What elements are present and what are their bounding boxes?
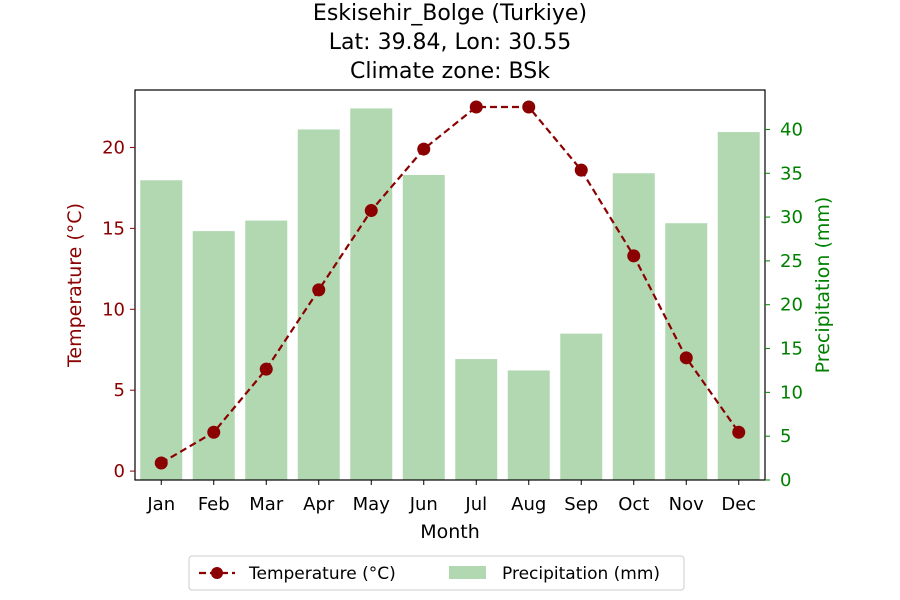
legend-temperature-marker: [211, 567, 223, 579]
temperature-point-apr: [312, 283, 326, 297]
y-axis-right-label: Precipitation (mm): [812, 197, 834, 374]
temperature-line: [154, 100, 746, 470]
precipitation-bar-dec: [717, 132, 760, 480]
temperature-point-jul: [469, 100, 483, 114]
y-right-tick-label: 20: [780, 295, 803, 316]
precipitation-bar-sep: [560, 333, 603, 480]
y-right-tick-label: 25: [780, 251, 803, 272]
temperature-point-aug: [522, 100, 536, 114]
temperature-point-sep: [574, 163, 588, 177]
x-tick-label: May: [353, 494, 391, 515]
temperature-point-feb: [207, 425, 221, 439]
precipitation-bar-aug: [507, 370, 550, 480]
y-left-tick-label: 10: [102, 299, 125, 320]
temperature-point-nov: [679, 351, 693, 365]
temperature-point-oct: [627, 249, 641, 263]
title-line-3: Climate zone: BSk: [350, 59, 550, 84]
precipitation-bar-jul: [455, 359, 498, 480]
y-right-tick-label: 30: [780, 207, 803, 228]
x-axis-label: Month: [420, 521, 480, 543]
title-line-1: Eskisehir_Bolge (Turkiye): [313, 1, 587, 26]
y-left-tick-label: 15: [102, 218, 125, 239]
temperature-point-jan: [154, 456, 168, 470]
y-axis-right: 0 5 10 15 20 25 30 35 40: [765, 119, 803, 491]
x-tick-label: Jan: [146, 494, 175, 515]
x-tick-label: Apr: [303, 494, 335, 515]
temperature-point-mar: [259, 362, 273, 376]
x-tick-label: Sep: [564, 494, 598, 515]
x-tick-label: Nov: [669, 494, 704, 515]
precipitation-bar-jan: [140, 180, 183, 480]
precipitation-bar-feb: [192, 231, 235, 480]
plot-frame: [134, 89, 766, 481]
x-tick-label: Feb: [198, 494, 230, 515]
x-tick-label: Aug: [511, 494, 546, 515]
temperature-point-jun: [417, 142, 431, 156]
precipitation-bars: [140, 108, 760, 481]
title-line-2: Lat: 39.84, Lon: 30.55: [329, 30, 571, 55]
y-right-tick-label: 15: [780, 339, 803, 360]
x-tick-label: Jul: [464, 494, 487, 515]
precipitation-bar-mar: [245, 220, 288, 480]
precipitation-bar-oct: [612, 173, 655, 480]
temperature-point-may: [364, 204, 378, 218]
x-tick-label: Jun: [409, 494, 438, 515]
legend-temperature-label: Temperature (°C): [248, 564, 396, 584]
y-axis-left: 0 5 10 15 20: [102, 137, 135, 482]
x-tick-label: Mar: [249, 494, 284, 515]
y-left-tick-label: 20: [102, 137, 125, 158]
y-right-tick-label: 40: [780, 119, 803, 140]
y-right-tick-label: 0: [780, 470, 791, 491]
legend-precipitation-swatch: [449, 566, 486, 579]
legend-precipitation-label: Precipitation (mm): [502, 564, 660, 584]
y-right-tick-label: 10: [780, 382, 803, 403]
y-left-tick-label: 5: [114, 380, 125, 401]
precipitation-bar-may: [350, 108, 393, 481]
y-axis-left-label: Temperature (°C): [64, 203, 86, 368]
precipitation-bar-apr: [297, 129, 340, 480]
y-right-tick-label: 5: [780, 426, 791, 447]
x-tick-label: Oct: [618, 494, 649, 515]
y-left-tick-label: 0: [114, 461, 125, 482]
legend: Temperature (°C) Precipitation (mm): [188, 555, 685, 591]
legend-frame: [188, 555, 685, 591]
x-tick-label: Dec: [721, 494, 756, 515]
precipitation-bar-jun: [402, 175, 445, 480]
chart-title: Eskisehir_Bolge (Turkiye) Lat: 39.84, Lo…: [313, 1, 587, 84]
y-right-tick-label: 35: [780, 163, 803, 184]
temperature-point-dec: [732, 425, 746, 439]
x-axis: Jan Feb Mar Apr May Jun Jul Aug Sep Oct Nov Dec: [146, 480, 756, 515]
